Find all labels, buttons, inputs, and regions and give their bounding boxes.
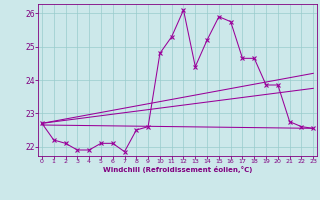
X-axis label: Windchill (Refroidissement éolien,°C): Windchill (Refroidissement éolien,°C) xyxy=(103,166,252,173)
